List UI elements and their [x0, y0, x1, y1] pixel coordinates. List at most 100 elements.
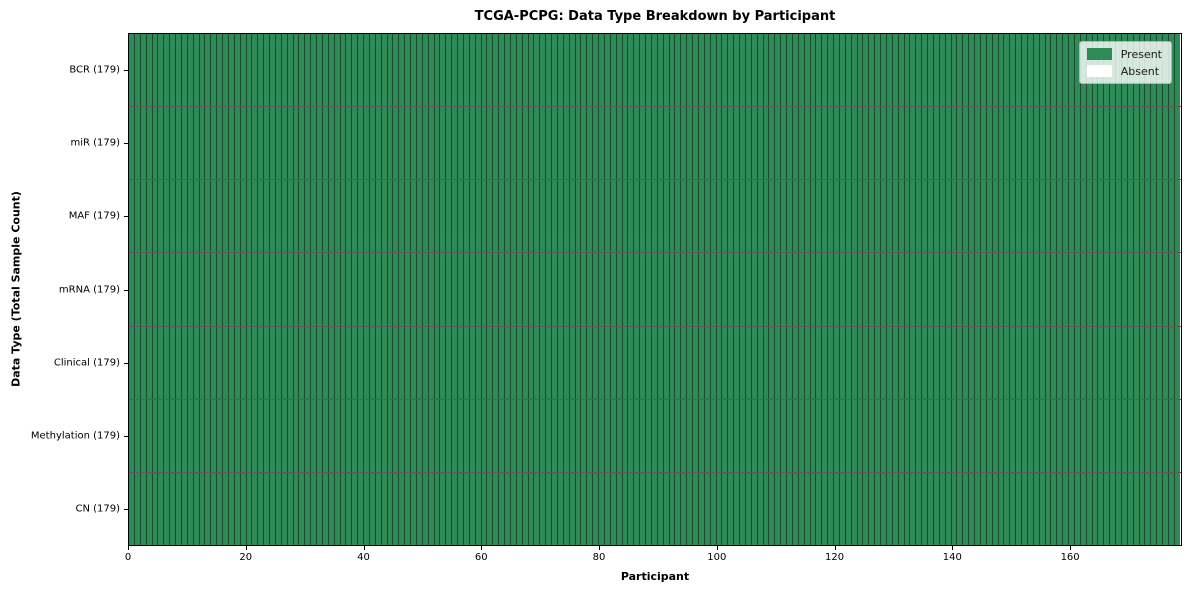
heatmap-cell: [317, 399, 323, 472]
heatmap-cell: [217, 180, 223, 253]
heatmap-cell: [1057, 34, 1064, 107]
heatmap-cell: [340, 253, 347, 326]
heatmap-cell: [463, 107, 470, 180]
heatmap-cell: [458, 253, 464, 326]
heatmap-cell: [769, 326, 776, 399]
heatmap-cell: [252, 253, 259, 326]
heatmap-cell: [199, 472, 206, 545]
y-tick-mark: [124, 509, 128, 510]
heatmap-cell: [575, 107, 582, 180]
heatmap-cell: [992, 107, 999, 180]
heatmap-cell: [616, 253, 623, 326]
heatmap-cell: [798, 472, 805, 545]
heatmap-cell: [405, 472, 411, 545]
heatmap-cell: [1127, 107, 1134, 180]
heatmap-cell: [998, 326, 1005, 399]
heatmap-cell: [787, 107, 793, 180]
heatmap-cell: [364, 180, 370, 253]
heatmap-cell: [1098, 180, 1105, 253]
x-tick-label: 120: [825, 552, 845, 563]
heatmap-cell: [669, 472, 676, 545]
heatmap-cell: [928, 472, 934, 545]
heatmap-cell: [134, 326, 141, 399]
heatmap-cell: [546, 399, 552, 472]
heatmap-cell: [534, 472, 541, 545]
heatmap-cell: [675, 107, 682, 180]
x-tick-label: 140: [942, 552, 962, 563]
heatmap-cell: [1163, 472, 1169, 545]
heatmap-cell: [622, 107, 629, 180]
heatmap-cell: [223, 326, 229, 399]
heatmap-cell: [1127, 472, 1134, 545]
heatmap-cell: [540, 253, 547, 326]
heatmap-cell: [569, 472, 576, 545]
heatmap-cell: [775, 326, 782, 399]
heatmap-cell: [957, 107, 964, 180]
heatmap-cell: [217, 253, 223, 326]
heatmap-cell: [475, 180, 482, 253]
heatmap-cell: [886, 107, 893, 180]
heatmap-cell: [158, 107, 165, 180]
heatmap-cell: [575, 399, 582, 472]
heatmap-cell: [369, 326, 376, 399]
heatmap-cell: [634, 326, 641, 399]
heatmap-cell: [223, 399, 229, 472]
heatmap-cell: [469, 472, 476, 545]
heatmap-cell: [252, 399, 259, 472]
heatmap-cell: [293, 107, 300, 180]
heatmap-cell: [1057, 180, 1064, 253]
heatmap-cell: [1057, 472, 1064, 545]
heatmap-cell: [693, 34, 699, 107]
heatmap-cell: [505, 180, 511, 253]
heatmap-cell: [134, 399, 141, 472]
heatmap-cell: [270, 107, 276, 180]
heatmap-cell: [1086, 326, 1093, 399]
heatmap-cell: [246, 107, 253, 180]
heatmap-cell: [129, 399, 135, 472]
y-tick-label: CN (179): [75, 503, 120, 515]
heatmap-cell: [646, 180, 652, 253]
heatmap-cell: [1063, 107, 1069, 180]
heatmap-cell: [787, 180, 793, 253]
heatmap-cell: [851, 107, 858, 180]
heatmap-cell: [522, 253, 529, 326]
heatmap-cell: [199, 107, 206, 180]
heatmap-cell: [581, 399, 588, 472]
heatmap-cell: [1027, 326, 1034, 399]
heatmap-cell: [346, 472, 353, 545]
heatmap-cell: [563, 326, 570, 399]
heatmap-cell: [322, 180, 329, 253]
heatmap-cell: [734, 107, 740, 180]
heatmap-cell: [1027, 180, 1034, 253]
heatmap-cell: [593, 107, 599, 180]
heatmap-cell: [516, 326, 523, 399]
heatmap-cell: [634, 399, 641, 472]
heatmap-cell: [1098, 326, 1105, 399]
heatmap-cell: [675, 326, 682, 399]
heatmap-cell: [610, 326, 617, 399]
heatmap-cell: [757, 253, 764, 326]
heatmap-cell: [886, 399, 893, 472]
heatmap-cell: [892, 180, 899, 253]
heatmap-cell: [1116, 399, 1122, 472]
heatmap-cell: [1063, 34, 1069, 107]
heatmap-cell: [875, 180, 881, 253]
heatmap-cell: [475, 326, 482, 399]
heatmap-cell: [675, 472, 682, 545]
heatmap-cell: [563, 253, 570, 326]
heatmap-cell: [146, 107, 153, 180]
heatmap-cell: [140, 180, 147, 253]
heatmap-cell: [863, 180, 870, 253]
heatmap-cell: [387, 472, 394, 545]
heatmap-cell: [563, 472, 570, 545]
heatmap-cell: [687, 326, 693, 399]
heatmap-cell: [199, 253, 206, 326]
heatmap-cell: [463, 472, 470, 545]
heatmap-cell: [393, 34, 400, 107]
heatmap-cell: [1092, 326, 1099, 399]
heatmap-cell: [587, 399, 594, 472]
heatmap-cell: [851, 34, 858, 107]
heatmap-cell: [1168, 326, 1175, 399]
heatmap-cell: [234, 399, 241, 472]
heatmap-cell: [693, 107, 699, 180]
